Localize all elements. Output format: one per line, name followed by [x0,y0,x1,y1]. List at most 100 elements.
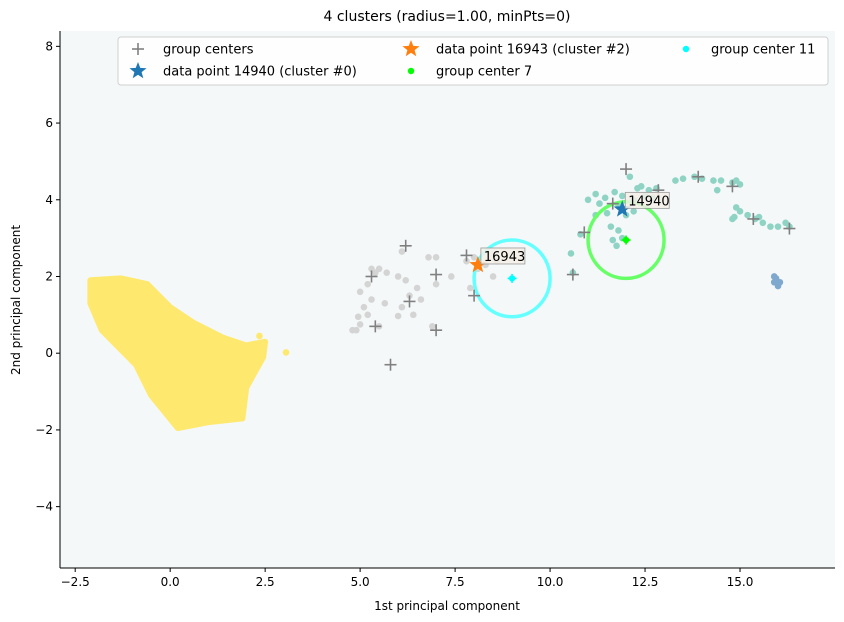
cluster-gray-point-5 [368,296,375,303]
cluster-teal-point-16 [645,186,653,194]
group-center-marker-9 [566,268,579,281]
cluster-gray-point-4 [360,303,368,311]
group-center-marker-6 [384,358,397,371]
cluster-gray-point-27 [410,311,417,319]
y-tick-label-2: 0 [45,346,53,360]
cluster-teal-point-4 [603,209,611,217]
cluster-gray-point-1 [356,321,364,328]
cluster-gray-point-11 [402,277,410,284]
y-tick-label-0: −4 [35,500,53,514]
cluster-gray-point-25 [425,254,432,261]
cluster-teal-point-23 [630,207,637,215]
highlight-label-14940: 14940 [628,194,669,209]
cluster-gray-point-10 [394,273,402,280]
cluster-teal-point-30 [717,177,725,184]
cluster-gray-point-13 [413,284,421,292]
cluster-teal-point-29 [713,186,721,194]
y-tick-label-6: 8 [45,39,53,53]
group-center-marker-8 [468,289,481,302]
group-center-marker-16 [783,222,796,235]
legend-marker-1 [129,62,147,79]
cluster-teal-point-9 [615,227,622,234]
cluster-teal-point-25 [679,175,687,182]
group-center-marker-10 [578,226,591,239]
cluster-gray-point-35 [354,313,362,321]
cluster-gray-point-31 [368,265,375,273]
cluster-yellow-outlier-1 [256,332,263,340]
cluster-gray-point-14 [398,303,406,311]
cluster-teal-point-48 [601,194,609,202]
group-center-highlight-dot-0 [622,236,630,244]
cluster-gray-point-2 [353,326,360,334]
highlight-label-16943: 16943 [484,250,525,265]
cluster-gray-point-32 [417,296,425,303]
cluster-gray-point-18 [447,273,455,280]
group-center-marker-13 [692,170,705,183]
cluster-gray-point-24 [432,254,440,261]
cluster-yellow-outlier-0 [282,349,290,356]
highlight-star-16943 [469,255,487,273]
x-tick-label-3: 5.0 [351,575,370,589]
cluster-teal-point-7 [596,200,603,207]
group-center-marker-2 [369,320,382,333]
legend-frame [117,36,829,86]
cluster-gray-point-28 [466,284,474,292]
group-center-marker-7 [460,249,473,262]
group-center-marker-17 [606,197,619,210]
cluster-teal-point-28 [710,177,717,184]
highlight-label-box-16943 [480,247,526,265]
cluster-gray-point-9 [383,269,391,276]
group-center-marker-5 [430,324,443,337]
y-tick-label-3: 2 [45,269,53,283]
cluster-gray-point-17 [432,280,440,288]
x-tick-label-7: 15.0 [727,575,754,589]
cluster-teal-point-6 [584,196,592,204]
group-center-marker-1 [399,239,412,252]
group-center-marker-11 [620,163,633,176]
cluster-blue-point-4 [770,273,778,280]
x-tick-label-2: 2.5 [256,575,275,589]
x-tick-label-0: −2.5 [61,575,90,589]
radius-circle-1 [472,238,552,319]
cluster-teal-point-13 [626,173,634,181]
legend-marker-3 [407,67,415,75]
cluster-teal-point-45 [731,213,738,221]
x-tick-label-4: 7.5 [446,575,465,589]
legend-label-3: group center 7 [436,65,532,80]
highlight-label-box-14940 [624,191,670,209]
cluster-teal-point-39 [759,219,767,227]
group-center-marker-15 [747,212,760,225]
cluster-gray-point-3 [364,311,372,319]
x-axis-ticks: −2.5 0.0 2.5 5.0 7.5 10.0 12.5 15.0 [61,568,754,589]
group-center-marker-3 [403,295,416,308]
legend-label-4: group center 11 [711,43,815,58]
x-tick-label-1: 0.0 [161,575,180,589]
y-tick-label-1: −2 [35,423,53,437]
cluster-teal-point-37 [744,211,751,219]
legend-marker-4 [682,45,690,53]
cluster-teal-point-41 [774,223,782,230]
cluster-gray [349,248,501,334]
cluster-teal-point-18 [611,188,618,196]
highlight-star-14940 [613,200,631,217]
cluster-gray-point-16 [429,323,436,330]
group-center-marker-4 [430,268,443,281]
chart-marks: 14940 16943 [87,163,796,431]
cluster-gray-point-33 [398,248,406,255]
legend: group centers data point 14940 (cluster #… [117,36,829,86]
legend-label-1: data point 14940 (cluster #0) [163,65,357,80]
legend-marker-0 [132,43,144,55]
legend-label-2: data point 16943 (cluster #2) [436,43,630,58]
cluster-teal-point-20 [618,192,626,200]
cluster-gray-point-6 [356,288,364,296]
legend-label-0: group centers [163,43,254,58]
cluster-teal-point-22 [613,242,620,250]
y-axis-ticks: −4 −2 0 2 4 6 8 [35,39,60,514]
cluster-yellow-region [87,275,269,431]
cluster-blue [770,273,784,290]
cluster-teal-point-5 [592,190,599,198]
cluster-teal-point-1 [567,250,575,257]
cluster-gray-point-15 [394,312,402,320]
x-tick-label-6: 12.5 [632,575,659,589]
